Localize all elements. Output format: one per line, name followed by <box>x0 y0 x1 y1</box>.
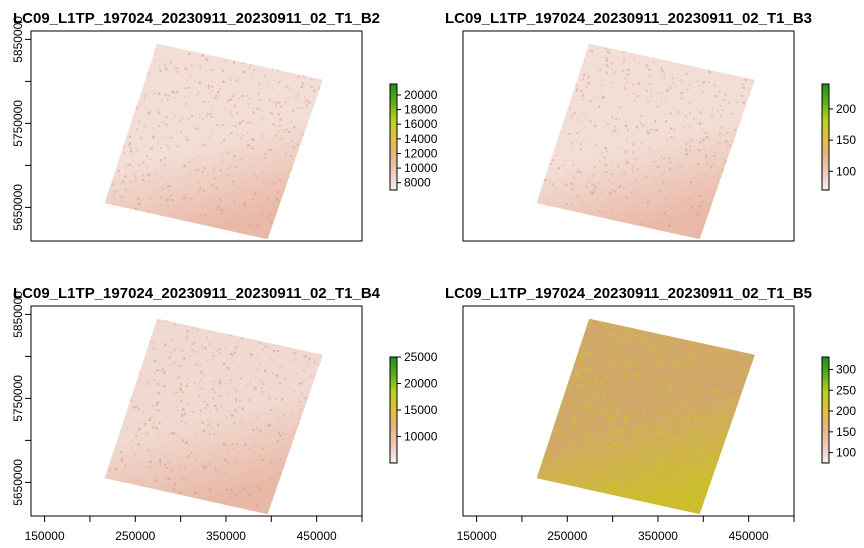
legend-tick-label: 300 <box>836 362 856 376</box>
y-tick-label: 5750000 <box>11 375 25 422</box>
x-tick-label: 150000 <box>457 529 497 543</box>
legend-tick-label: 18000 <box>404 103 438 117</box>
raster-image <box>536 43 755 240</box>
legend-tick-label: 8000 <box>404 176 431 190</box>
plot-frame <box>462 30 795 242</box>
legend-tick-label: 16000 <box>404 117 438 131</box>
legend-tick-label: 100 <box>836 446 856 460</box>
x-tick-label: 150000 <box>25 529 65 543</box>
legend-tick-label: 12000 <box>404 146 438 160</box>
color-legend: 100 150 200 <box>821 83 856 191</box>
raster-image <box>104 318 323 515</box>
x-tick-label: 450000 <box>297 529 337 543</box>
color-legend: 10000 15000 20000 25000 <box>389 350 438 464</box>
raster-panel-2: LC09_L1TP_197024_20230911_20230911_02_T1… <box>445 10 856 242</box>
color-bar <box>389 356 398 464</box>
x-tick-label: 250000 <box>115 529 155 543</box>
color-legend: 100 150 200 250 300 <box>821 356 856 464</box>
x-tick-label: 250000 <box>547 529 587 543</box>
raster-speckle <box>104 43 323 240</box>
color-bar <box>821 356 830 464</box>
y-tick-label: 5750000 <box>11 100 25 147</box>
raster-speckle <box>536 44 755 240</box>
legend-tick-label: 14000 <box>404 132 438 146</box>
plot-frame <box>30 305 363 517</box>
legend-tick-label: 20000 <box>404 88 438 102</box>
legend-tick-label: 10000 <box>404 161 438 175</box>
panel-title: LC09_L1TP_197024_20230911_20230911_02_T1… <box>445 10 812 27</box>
raster-image <box>536 318 755 515</box>
plot-frame <box>462 305 795 517</box>
color-bar <box>821 83 830 191</box>
legend-tick-label: 15000 <box>404 403 438 417</box>
panel-title: LC09_L1TP_197024_20230911_20230911_02_T1… <box>445 285 812 302</box>
legend-tick-label: 20000 <box>404 377 438 391</box>
raster-footprint <box>536 318 755 515</box>
x-tick-label: 350000 <box>206 529 246 543</box>
panel-title: LC09_L1TP_197024_20230911_20230911_02_T1… <box>13 285 381 302</box>
raster-footprint <box>104 318 323 515</box>
x-tick-label: 350000 <box>638 529 678 543</box>
legend-tick-label: 100 <box>836 164 856 178</box>
legend-tick-label: 150 <box>836 133 856 147</box>
raster-panel-4: LC09_L1TP_197024_20230911_20230911_02_T1… <box>445 285 856 543</box>
y-tick-label: 5850000 <box>11 291 25 338</box>
panel-title: LC09_L1TP_197024_20230911_20230911_02_T1… <box>13 10 380 27</box>
raster-speckle <box>105 319 323 515</box>
y-tick-label: 5650000 <box>11 459 25 506</box>
raster-footprint <box>104 43 323 240</box>
legend-tick-label: 25000 <box>404 350 438 364</box>
x-tick-label: 450000 <box>729 529 769 543</box>
y-tick-label: 5850000 <box>11 16 25 63</box>
legend-tick-label: 150 <box>836 425 856 439</box>
raster-image <box>104 43 323 240</box>
raster-footprint <box>536 43 755 240</box>
color-bar <box>389 83 398 191</box>
plot-frame <box>30 30 363 242</box>
y-tick-label: 5650000 <box>11 184 25 231</box>
legend-tick-label: 200 <box>836 102 856 116</box>
raster-panel-1: LC09_L1TP_197024_20230911_20230911_02_T1… <box>11 10 438 242</box>
legend-tick-label: 10000 <box>404 430 438 444</box>
legend-tick-label: 250 <box>836 383 856 397</box>
raster-panel-3: LC09_L1TP_197024_20230911_20230911_02_T1… <box>11 285 438 543</box>
legend-tick-label: 200 <box>836 404 856 418</box>
